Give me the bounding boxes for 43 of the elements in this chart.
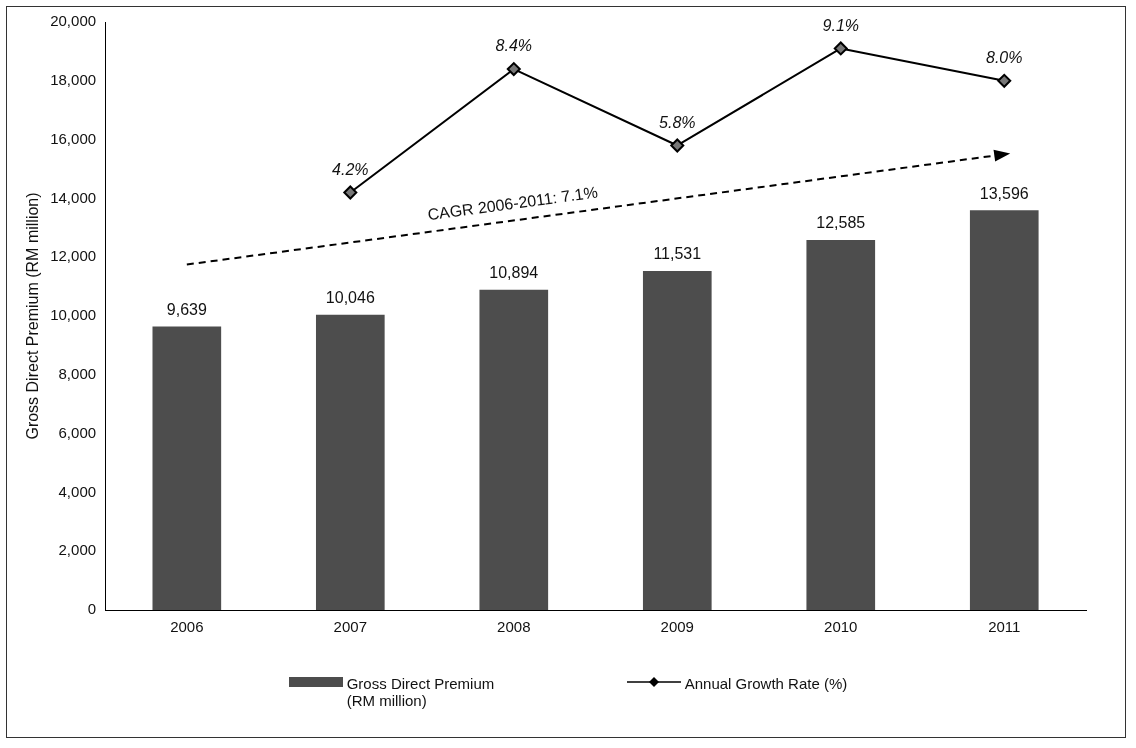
point xyxy=(343,185,358,200)
x-tick-label: 2011 xyxy=(988,618,1021,636)
bar xyxy=(969,210,1039,610)
point xyxy=(997,73,1012,88)
y-tick-label: 0 xyxy=(87,600,97,618)
bar xyxy=(806,240,876,610)
y-tick-label: 14,000 xyxy=(50,188,97,206)
x-tick-label: 2008 xyxy=(497,618,531,636)
bar xyxy=(479,289,549,610)
y-tick-label: 10,000 xyxy=(50,306,97,324)
data-label: 11,531 xyxy=(653,245,702,263)
legend-label: Gross Direct Premium (RM million) xyxy=(346,675,496,709)
data-label: 10,894 xyxy=(489,264,539,282)
legend-label: Annual Growth Rate (%) xyxy=(684,675,848,692)
y-tick-label: 4,000 xyxy=(58,482,97,500)
data-label: 10,046 xyxy=(325,289,375,307)
data-label: 8.0% xyxy=(986,49,1023,67)
bar xyxy=(642,270,712,610)
y-tick-label: 8,000 xyxy=(58,364,97,382)
point xyxy=(670,138,685,153)
bar xyxy=(315,314,385,610)
data-label: 13,596 xyxy=(979,184,1029,202)
x-tick-label: 2009 xyxy=(660,618,694,636)
data-label: 9,639 xyxy=(166,301,207,319)
data-label: 4.2% xyxy=(332,160,369,178)
x-tick-label: 2010 xyxy=(824,618,858,636)
y-tick-label: 20,000 xyxy=(50,12,97,30)
x-tick-label: 2007 xyxy=(333,618,367,636)
y-tick-label: 12,000 xyxy=(50,247,97,265)
data-label: 8.4% xyxy=(495,37,533,55)
y-tick-label: 2,000 xyxy=(58,541,97,559)
y-axis-title: Gross Direct Premium (RM million) xyxy=(24,192,42,440)
x-tick-label: 2006 xyxy=(170,618,204,636)
point xyxy=(506,62,521,77)
annotation: CAGR 2006-2011: 7.1% xyxy=(426,183,599,224)
data-label: 9.1% xyxy=(822,16,859,34)
bar xyxy=(152,326,222,610)
point xyxy=(833,41,848,56)
y-tick-label: 16,000 xyxy=(50,129,97,147)
y-tick-label: 18,000 xyxy=(50,70,97,88)
y-tick-label: 6,000 xyxy=(58,423,97,441)
data-label: 12,585 xyxy=(816,214,866,232)
data-label: 5.8% xyxy=(659,113,696,131)
